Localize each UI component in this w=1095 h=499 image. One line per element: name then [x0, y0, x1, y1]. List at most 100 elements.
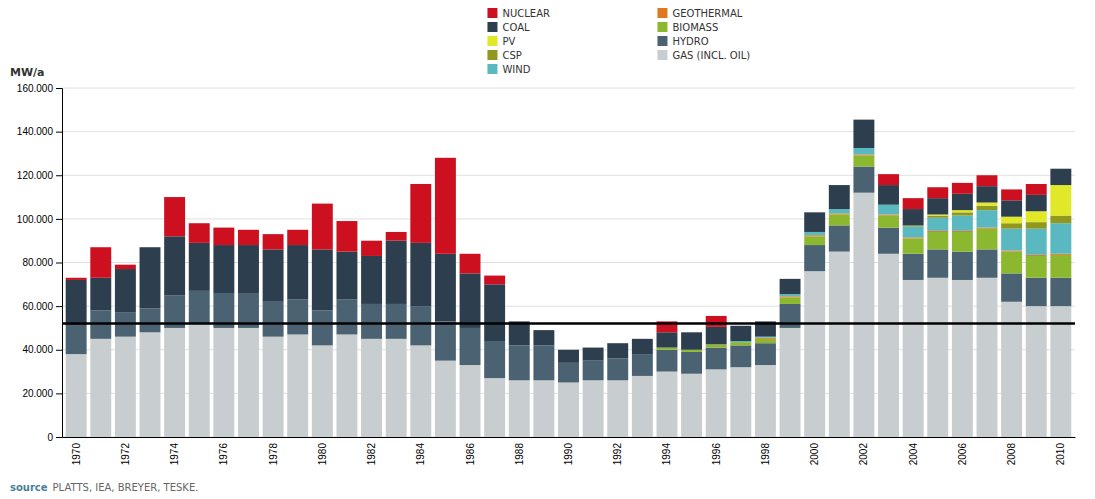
legend-label: BIOMASS: [672, 22, 718, 33]
bar: [66, 354, 87, 437]
bar: [1026, 278, 1047, 306]
bar: [952, 231, 973, 232]
bar: [878, 216, 899, 228]
bar: [681, 332, 702, 333]
bar: [140, 332, 161, 437]
grid-line: [62, 175, 1075, 176]
bar: [460, 365, 481, 437]
bar: [189, 223, 210, 243]
bar: [730, 345, 751, 367]
tick: 2000: [809, 443, 820, 466]
bar: [853, 119, 874, 120]
bar: [1026, 184, 1047, 195]
reference-line: [62, 322, 1075, 325]
bar: [903, 280, 924, 437]
bar: [386, 241, 407, 304]
bar: [829, 185, 850, 209]
bar: [558, 382, 579, 437]
bar: [213, 328, 234, 437]
bar: [804, 212, 825, 232]
bar: [1050, 223, 1071, 254]
bar: [657, 372, 678, 437]
bar: [1026, 222, 1047, 229]
bar: [435, 361, 456, 437]
bar: [977, 278, 998, 437]
bar: [1026, 195, 1047, 211]
bar: [903, 239, 924, 254]
tick-label: 1982: [366, 443, 377, 466]
bar: [927, 231, 948, 232]
x-axis: 1970197219741976197819801982198419861988…: [63, 438, 1076, 466]
legend-label: NUCLEAR: [502, 8, 550, 19]
bar: [1026, 229, 1047, 255]
bar: [706, 348, 727, 370]
bar: [804, 236, 825, 245]
tick: 1982: [366, 443, 377, 466]
legend-item: PV: [487, 36, 515, 47]
tick: 2002: [858, 443, 869, 466]
bar: [780, 297, 801, 304]
legend-swatch: [657, 36, 667, 46]
bar: [681, 352, 702, 374]
bar: [977, 229, 998, 250]
legend-label: COAL: [502, 22, 530, 33]
axis-line: [56, 89, 63, 438]
tick-mark: [56, 350, 62, 351]
tick-label: 1974: [169, 443, 180, 466]
legend-label: WIND: [502, 64, 530, 75]
bar: [1001, 302, 1022, 437]
bar: [435, 158, 456, 254]
bar: [706, 344, 727, 347]
bar: [903, 227, 924, 238]
bar: [755, 338, 776, 339]
bar: [1050, 306, 1071, 437]
legend-swatch: [487, 8, 497, 18]
bar: [287, 245, 308, 300]
bar: [115, 337, 136, 437]
bar: [460, 254, 481, 274]
bar: [140, 247, 161, 308]
bar: [681, 350, 702, 352]
tick-label: 1972: [120, 443, 131, 466]
bar: [853, 156, 874, 167]
bar: [1026, 255, 1047, 256]
tick-label: 2006: [957, 443, 968, 466]
bar: [952, 194, 973, 210]
bar: [878, 228, 899, 254]
bar: [607, 343, 628, 358]
bar: [829, 252, 850, 437]
bar: [164, 236, 185, 295]
bar: [583, 347, 604, 348]
bar: [853, 155, 874, 156]
tick-label: 1990: [563, 443, 574, 466]
bar: [927, 216, 948, 218]
bar: [90, 339, 111, 437]
bar: [312, 204, 333, 250]
tick-label: 2010: [1055, 443, 1066, 466]
bar: [90, 247, 111, 278]
bar: [336, 334, 357, 437]
tick-mark: [56, 437, 62, 438]
bar: [853, 120, 874, 148]
bar: [460, 328, 481, 365]
bar: [903, 254, 924, 280]
bar: [804, 212, 825, 213]
bar: [927, 218, 948, 231]
tick: 20.000: [22, 388, 62, 399]
bar: [1026, 256, 1047, 278]
tick-mark: [56, 175, 62, 176]
tick-mark: [56, 393, 62, 394]
bar: [755, 365, 776, 437]
bar: [927, 232, 948, 249]
bar: [140, 247, 161, 248]
tick-mark: [56, 132, 62, 133]
bar: [1026, 306, 1047, 437]
bar: [804, 232, 825, 235]
bar: [780, 278, 801, 279]
bar: [287, 334, 308, 437]
grid-line: [62, 131, 1075, 132]
legend: NUCLEARCOALPVCSPWINDGEOTHERMALBIOMASSHYD…: [487, 8, 750, 75]
bar: [410, 184, 431, 243]
legend-swatch: [487, 22, 497, 32]
tick: 1988: [514, 443, 525, 466]
